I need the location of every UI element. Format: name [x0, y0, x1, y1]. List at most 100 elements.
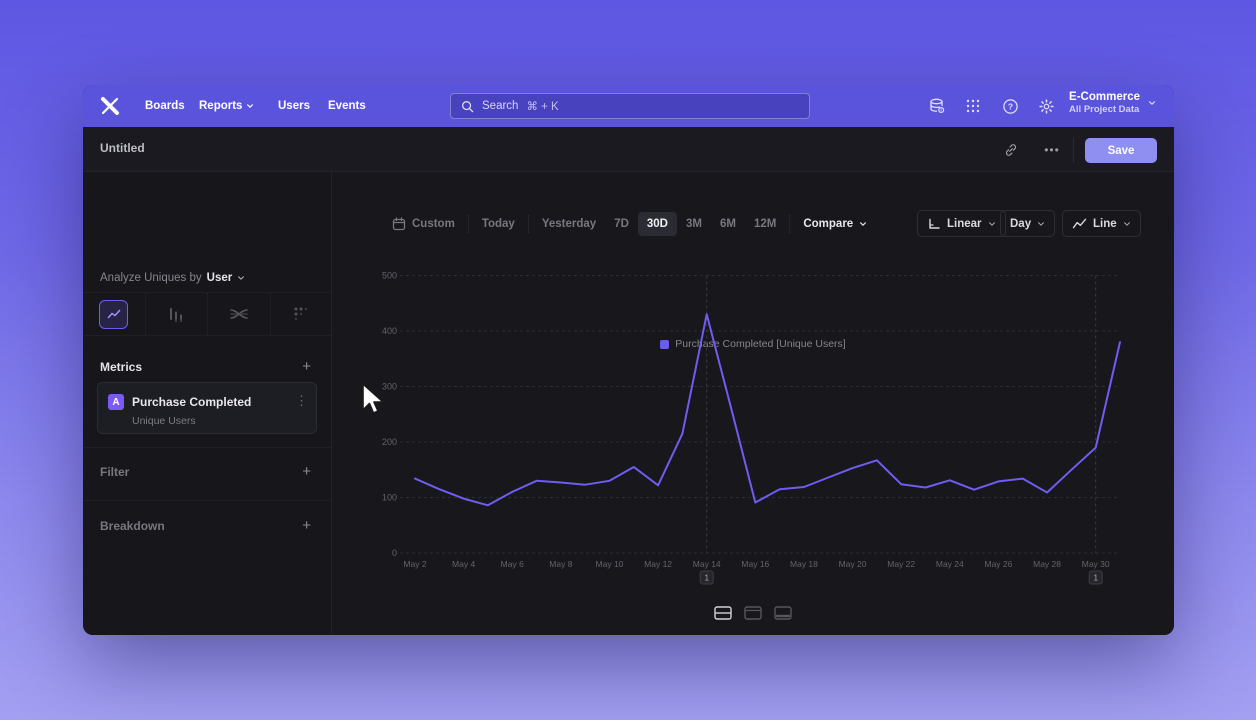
series-line[interactable] [414, 313, 1121, 507]
mixpanel-logo-icon[interactable] [98, 94, 122, 118]
x-tick-label: May 24 [936, 559, 964, 569]
metrics-section-header: Metrics + [100, 357, 315, 376]
grid-dots-icon [966, 99, 980, 113]
tab-insights[interactable] [83, 293, 145, 335]
help-button[interactable]: ? [998, 94, 1022, 118]
x-tick-label: May 10 [596, 559, 624, 569]
insights-line-chart-icon [107, 309, 121, 319]
x-tick-label: May 6 [501, 559, 524, 569]
range-7d[interactable]: 7D [614, 218, 629, 230]
link-icon [1005, 144, 1017, 156]
chart-type-dropdown[interactable]: Line [1062, 210, 1141, 237]
nav-item-boards[interactable]: Boards [145, 100, 185, 112]
project-scope: All Project Data [1069, 104, 1140, 115]
y-tick-label: 200 [382, 437, 397, 447]
gear-icon [1038, 98, 1054, 114]
project-selector[interactable]: E-Commerce All Project Data [1069, 91, 1156, 115]
layout-top-panel-icon [744, 606, 762, 620]
search-shortcut: ⌘ + K [526, 101, 559, 113]
report-header: Untitled ••• Save [83, 127, 1174, 172]
x-tick-label: May 16 [741, 559, 769, 569]
copy-link-button[interactable] [1000, 139, 1022, 161]
x-tick-label: May 4 [452, 559, 475, 569]
analyze-value: User [206, 272, 233, 284]
database-icon [930, 98, 945, 114]
add-metric-button[interactable]: + [302, 358, 311, 375]
settings-button[interactable] [1034, 94, 1058, 118]
annotation-badge-label: 1 [704, 573, 709, 583]
layout-split-rows-button[interactable] [712, 604, 734, 622]
layout-table-only-button[interactable] [772, 604, 794, 622]
x-tick-label: May 2 [403, 559, 426, 569]
data-management-button[interactable] [925, 94, 949, 118]
report-type-tabs [83, 293, 332, 335]
scale-dropdown[interactable]: Linear [917, 210, 1006, 237]
annotation-badge[interactable] [1088, 570, 1103, 585]
range-custom[interactable]: Custom [383, 211, 464, 237]
nav-item-users[interactable]: Users [278, 100, 310, 112]
legend-swatch [660, 339, 670, 349]
app-window: Boards Reports Users Events Search ⌘ + K [83, 85, 1174, 635]
top-nav: Boards Reports Users Events Search ⌘ + K [83, 85, 1174, 127]
x-tick-label: May 12 [644, 559, 672, 569]
chart-legend: Purchase Completed [Unique Users] [332, 338, 1174, 350]
range-6m[interactable]: 6M [719, 218, 736, 230]
metric-kebab-menu[interactable]: ⋮ [295, 393, 308, 408]
range-3m[interactable]: 3M [686, 218, 702, 230]
range-today[interactable]: Today [481, 218, 515, 230]
compare-dropdown[interactable]: Compare [794, 212, 876, 236]
search-icon [462, 100, 474, 112]
chevron-down-icon [238, 276, 245, 280]
x-tick-label: May 8 [549, 559, 572, 569]
chevron-down-icon [860, 222, 867, 226]
analyze-uniques-by[interactable]: Analyze Uniques by User [100, 272, 245, 284]
nav-item-reports[interactable]: Reports [199, 85, 254, 127]
metric-event-name: Purchase Completed [132, 395, 252, 409]
metric-card-purchase-completed[interactable]: A Purchase Completed Unique Users ⋮ [97, 382, 317, 434]
add-filter-button[interactable]: + [302, 463, 311, 480]
svg-text:?: ? [1007, 101, 1012, 111]
funnels-bars-icon [170, 308, 183, 322]
range-12m[interactable]: 12M [753, 218, 777, 230]
layout-rows-icon [714, 606, 732, 620]
search-input[interactable]: Search ⌘ + K [450, 93, 810, 119]
tab-retention[interactable] [269, 293, 333, 335]
line-chart[interactable]: 0 100 200 300 400 500 1 1 May 2 May 4 May 6 May 8 Ma… [380, 265, 1135, 595]
line-chart-icon [1072, 218, 1087, 229]
x-tick-label: May 30 [1082, 559, 1110, 569]
layout-toggles [332, 604, 1174, 622]
legend-label: Purchase Completed [Unique Users] [675, 338, 846, 350]
axis-icon [929, 218, 940, 229]
report-title[interactable]: Untitled [100, 141, 145, 155]
apps-grid-button[interactable] [961, 94, 985, 118]
layout-chart-only-button[interactable] [742, 604, 764, 622]
query-sidebar: Analyze Uniques by User [83, 172, 332, 635]
nav-item-events[interactable]: Events [328, 100, 366, 112]
y-tick-label: 400 [382, 326, 397, 336]
annotation-badge[interactable] [699, 570, 714, 585]
x-tick-label: May 28 [1033, 559, 1061, 569]
chart-panel: Custom Today Yesterday 7D 30D 3M 6M 12M … [332, 172, 1174, 635]
x-tick-label: May 18 [790, 559, 818, 569]
flows-icon [229, 309, 248, 319]
add-breakdown-button[interactable]: + [302, 517, 311, 534]
range-yesterday[interactable]: Yesterday [541, 218, 597, 230]
date-range-toolbar: Custom Today Yesterday 7D 30D 3M 6M 12M … [383, 210, 876, 238]
metric-measure[interactable]: Unique Users [132, 415, 196, 427]
save-button[interactable]: Save [1085, 138, 1157, 163]
filter-title: Filter [100, 464, 130, 479]
annotation-badge-label: 1 [1093, 573, 1098, 583]
layout-bottom-panel-icon [774, 606, 792, 620]
ellipsis-icon: ••• [1044, 143, 1060, 157]
retention-dots-icon [294, 307, 308, 321]
metric-badge: A [108, 394, 124, 410]
project-name: E-Commerce [1069, 91, 1140, 103]
range-30d[interactable]: 30D [637, 212, 677, 236]
help-icon: ? [1002, 98, 1018, 114]
more-options-button[interactable]: ••• [1041, 139, 1063, 161]
x-tick-label: May 14 [693, 559, 721, 569]
tab-funnels[interactable] [144, 293, 208, 335]
interval-dropdown[interactable]: Day [1000, 210, 1056, 237]
tab-flows[interactable] [207, 293, 270, 335]
chevron-down-icon [988, 221, 995, 226]
